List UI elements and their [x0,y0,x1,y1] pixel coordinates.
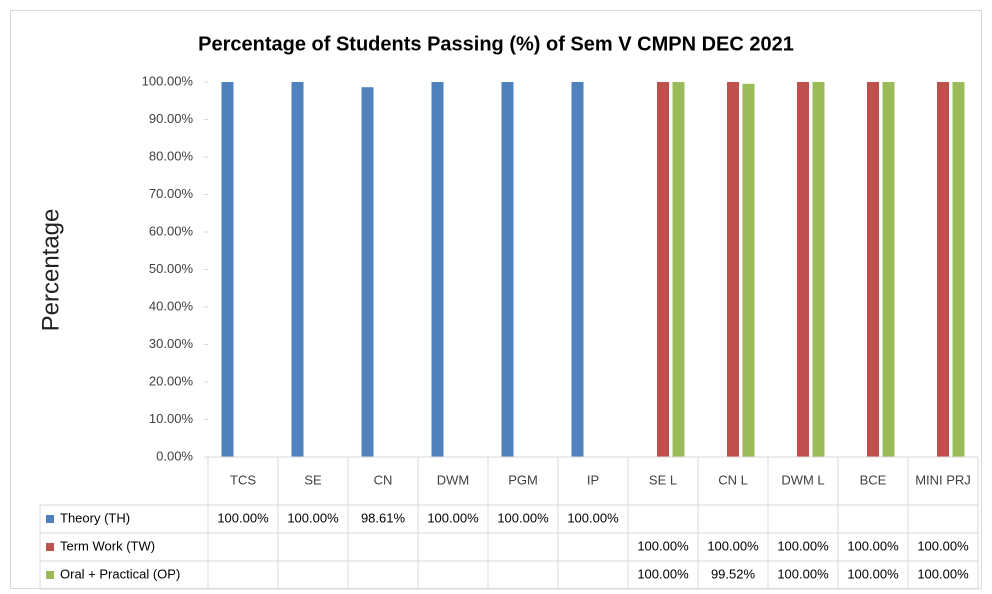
data-label: 100.00% [847,538,899,553]
data-label: 100.00% [917,538,969,553]
x-tick-label: BCE [860,472,887,487]
x-tick-label: SE [304,472,322,487]
data-label: 100.00% [847,566,899,581]
x-tick-label: DWM L [781,472,824,487]
data-label: 100.00% [637,566,689,581]
data-label: 100.00% [777,538,829,553]
bar [657,82,669,457]
legend-label: Theory (TH) [60,510,130,525]
bar [291,82,304,457]
y-tick-label: 50.00% [149,261,194,276]
legend-label: Oral + Practical (OP) [60,566,180,581]
bar [882,82,895,457]
data-label: 100.00% [217,510,269,525]
bar [431,82,444,457]
y-tick-label: 20.00% [149,373,194,388]
bar [867,82,879,457]
legend-label: Term Work (TW) [60,538,155,553]
bar [952,82,965,457]
y-tick-label: 0.00% [156,448,193,463]
x-tick-label: MINI PRJ [915,472,971,487]
data-label: 100.00% [497,510,549,525]
bar [812,82,825,457]
data-label: 98.61% [361,510,406,525]
data-label: 100.00% [567,510,619,525]
bar [501,82,514,457]
x-tick-label: DWM [437,472,470,487]
y-tick-label: 60.00% [149,223,194,238]
legend-swatch [46,543,54,551]
y-tick-label: 80.00% [149,148,194,163]
y-tick-label: 90.00% [149,111,194,126]
data-label: 100.00% [427,510,479,525]
x-tick-label: SE L [649,472,677,487]
x-tick-label: IP [587,472,599,487]
bar [937,82,949,457]
data-label: 100.00% [707,538,759,553]
bar [797,82,809,457]
data-label: 99.52% [711,566,756,581]
x-tick-label: PGM [508,472,538,487]
y-tick-label: 100.00% [142,73,194,88]
y-axis-label: Percentage [37,209,64,332]
bar [571,82,584,457]
x-tick-label: CN L [718,472,748,487]
data-label: 100.00% [637,538,689,553]
y-tick-label: 70.00% [149,186,194,201]
data-label: 100.00% [917,566,969,581]
legend-swatch [46,571,54,579]
bar [727,82,739,457]
legend-swatch [46,515,54,523]
bar [672,82,685,457]
x-tick-label: TCS [230,472,256,487]
bar [361,87,374,458]
y-tick-label: 30.00% [149,336,194,351]
chart-title: Percentage of Students Passing (%) of Se… [198,33,794,55]
bar [221,82,234,457]
y-tick-label: 40.00% [149,298,194,313]
data-label: 100.00% [287,510,339,525]
data-label: 100.00% [777,566,829,581]
bar [742,83,755,458]
x-tick-label: CN [374,472,393,487]
y-tick-label: 10.00% [149,411,194,426]
